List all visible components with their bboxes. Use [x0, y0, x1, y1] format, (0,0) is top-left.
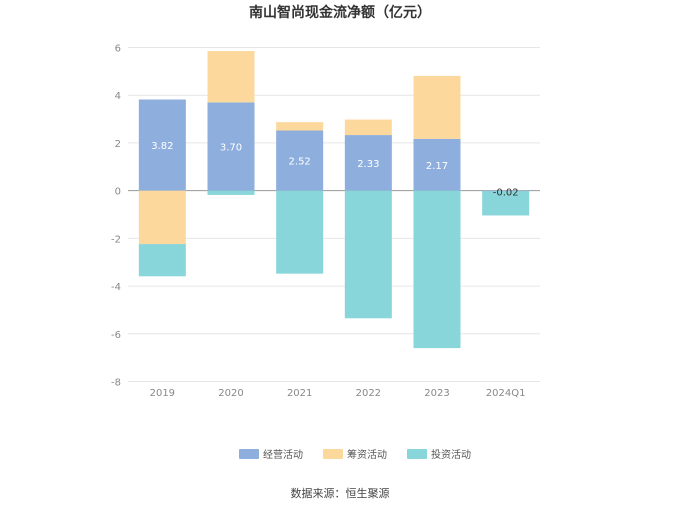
y-tick-label: -8	[111, 378, 121, 389]
y-tick-label: 2	[115, 139, 121, 150]
bar-investing-2019	[138, 244, 186, 277]
data-label-2023: 2.17	[426, 161, 448, 172]
bar-operating-2019	[138, 99, 186, 191]
legend-swatch	[239, 449, 259, 459]
legend-label: 经营活动	[263, 448, 303, 461]
bar-financing-2022	[344, 119, 392, 136]
y-tick-label: 6	[115, 44, 121, 55]
legend-swatch	[323, 449, 343, 459]
bar-operating-2022	[344, 135, 392, 191]
bar-operating-2021	[276, 130, 324, 191]
grid-layer: 6 4 2 0 -2 -4 -6 -8	[111, 44, 540, 389]
bar-investing-2022	[344, 190, 392, 319]
x-tick-label: 2024Q1	[486, 388, 526, 399]
y-tick-label: -6	[111, 330, 121, 341]
bar-financing-2023	[413, 75, 461, 139]
x-tick-label: 2019	[150, 388, 175, 399]
x-tick-label: 2022	[356, 388, 381, 399]
x-axis: 2019 2020 2021 2022 2023 2024Q1	[150, 388, 526, 399]
chart-title: 南山智尚现金流净额（亿元）	[249, 4, 431, 21]
legend-label: 筹资活动	[347, 448, 387, 461]
bar-investing-2021	[276, 190, 324, 274]
x-tick-label: 2020	[218, 388, 243, 399]
source-text: 数据来源：恒生聚源	[291, 486, 390, 500]
labels-layer: 3.82 3.70 2.52 2.33 2.17 -0.02	[151, 141, 518, 199]
data-label-2022: 2.33	[357, 159, 379, 170]
bars-layer	[138, 51, 530, 349]
bar-investing-2024Q1	[482, 191, 530, 216]
bar-operating-2020	[207, 102, 255, 191]
x-tick-label: 2021	[287, 388, 312, 399]
data-label-2024Q1: -0.02	[493, 188, 519, 199]
data-label-2019: 3.82	[151, 141, 173, 152]
y-tick-label: -2	[111, 234, 121, 245]
legend-label: 投资活动	[431, 448, 471, 461]
bar-operating-2023	[413, 138, 461, 191]
bar-operating-2024Q1	[482, 190, 530, 192]
y-tick-label: 4	[115, 91, 121, 102]
bar-investing-2020	[207, 190, 255, 195]
y-tick-label: -4	[111, 282, 121, 293]
legend-swatch	[407, 449, 427, 459]
data-label-2021: 2.52	[289, 157, 311, 168]
y-tick-label: 0	[115, 187, 121, 198]
bar-financing-2020	[207, 51, 255, 103]
x-tick-label: 2023	[424, 388, 449, 399]
bar-financing-2021	[276, 122, 324, 131]
bar-investing-2023	[413, 190, 461, 349]
data-label-2020: 3.70	[220, 143, 242, 154]
bar-financing-2019	[138, 190, 186, 245]
legend: 经营活动 筹资活动 投资活动	[239, 448, 471, 461]
